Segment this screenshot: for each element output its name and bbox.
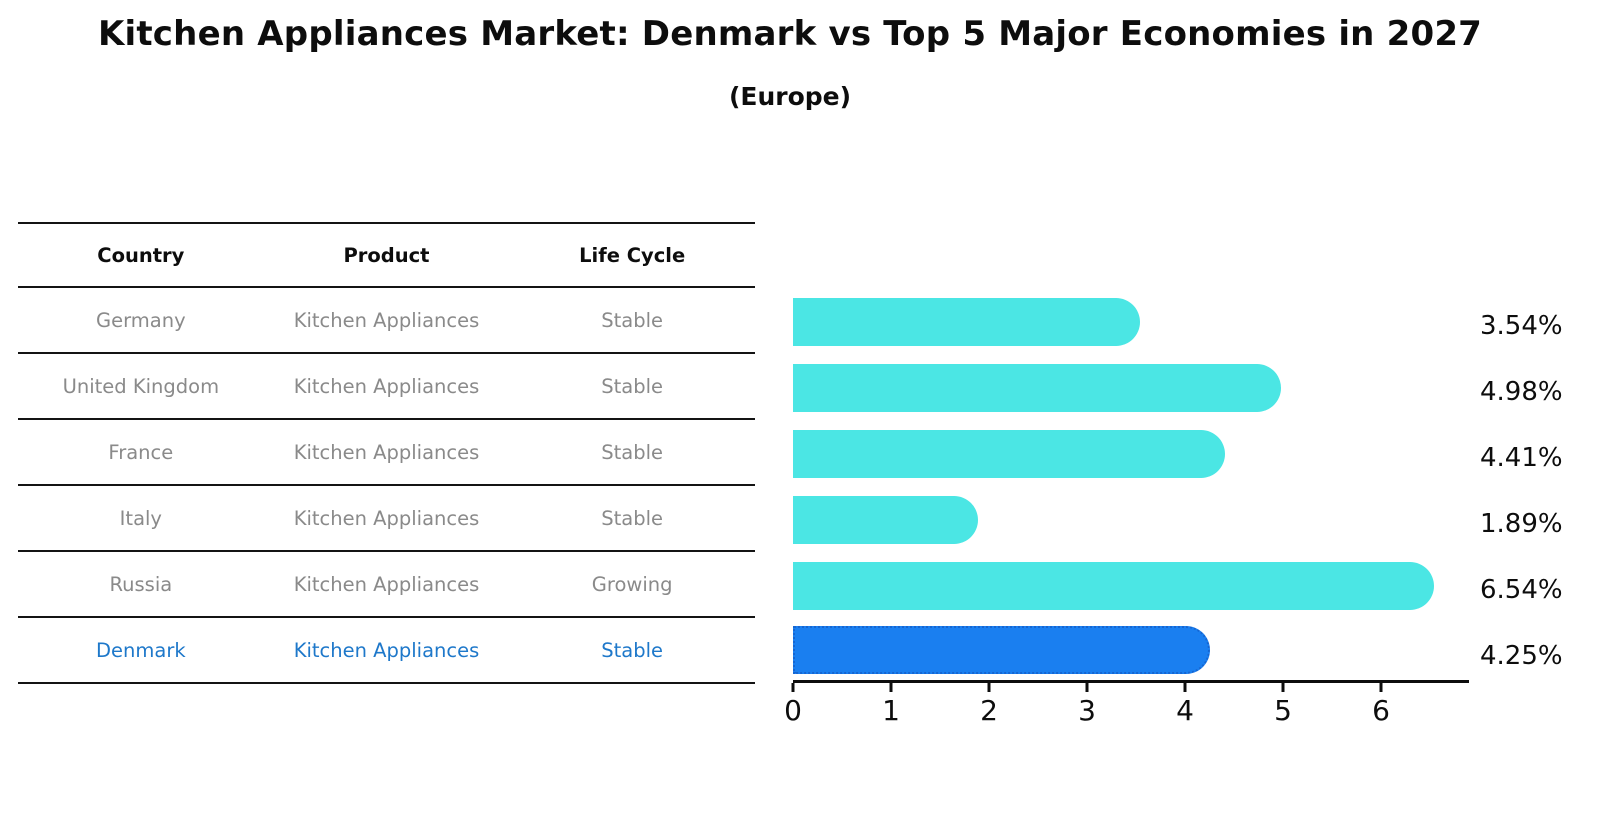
cell-country: Denmark [96,638,186,662]
cell-country: Russia [109,572,173,596]
country-table: Country Product Life Cycle Germany Kitche… [18,222,755,684]
cell-product: Kitchen Appliances [293,440,480,464]
cell-product: Kitchen Appliances [293,572,480,596]
cell-life-cycle: Stable [601,440,664,464]
x-tick-mark-0 [791,683,795,692]
bar-russia [793,562,1434,610]
cell-product: Kitchen Appliances [293,506,480,530]
table-row-russia: Russia Kitchen Appliances Growing [18,552,755,618]
x-tick-mark-4 [1183,683,1187,692]
table-row-france: France Kitchen Appliances Stable [18,420,755,486]
x-tick-label-2: 2 [980,694,998,727]
x-tick-label-4: 4 [1176,694,1194,727]
x-tick-mark-1 [889,683,893,692]
x-tick-mark-2 [987,683,991,692]
bar-denmark [793,625,1210,674]
cell-country: France [108,440,174,464]
cell-product: Kitchen Appliances [293,638,480,662]
table-row-denmark: Denmark Kitchen Appliances Stable [18,618,755,684]
x-tick-mark-6 [1379,683,1383,692]
chart-subtitle: (Europe) [728,82,852,111]
value-label-russia: 6.54% [1480,575,1563,605]
table-body: Germany Kitchen Appliances Stable United Ki… [18,288,755,684]
x-tick-mark-3 [1085,683,1089,692]
cell-life-cycle: Stable [601,638,664,662]
bar-united-kingdom [793,364,1282,412]
value-label-italy: 1.89% [1480,509,1563,539]
bar-germany [793,298,1140,346]
cell-life-cycle: Growing [591,572,673,596]
cell-country: Italy [119,506,162,530]
cell-product: Kitchen Appliances [293,374,480,398]
value-label-denmark: 4.25% [1480,641,1563,671]
chart-title: Kitchen Appliances Market: Denmark vs To… [97,14,1483,54]
x-tick-label-6: 6 [1372,694,1390,727]
cell-life-cycle: Stable [601,308,664,332]
x-tick-label-0: 0 [784,694,802,727]
column-header-life-cycle: Life Cycle [579,243,686,267]
x-tick-label-5: 5 [1274,694,1292,727]
cell-country: Germany [96,308,186,332]
x-tick-label-1: 1 [882,694,900,727]
column-header-country: Country [97,243,185,267]
x-tick-mark-5 [1281,683,1285,692]
cell-life-cycle: Stable [601,506,664,530]
value-label-germany: 3.54% [1480,311,1563,341]
table-row-italy: Italy Kitchen Appliances Stable [18,486,755,552]
cell-country: United Kingdom [62,374,220,398]
bar-italy [793,496,979,544]
cell-product: Kitchen Appliances [293,308,480,332]
value-label-france: 4.41% [1480,443,1563,473]
x-tick-label-3: 3 [1078,694,1096,727]
table-header-row: Country Product Life Cycle [18,222,755,288]
column-header-product: Product [343,243,430,267]
table-row-united-kingdom: United Kingdom Kitchen Appliances Stable [18,354,755,420]
value-label-united-kingdom: 4.98% [1480,377,1563,407]
cell-life-cycle: Stable [601,374,664,398]
bar-france [793,430,1226,478]
table-row-germany: Germany Kitchen Appliances Stable [18,288,755,354]
x-axis-line [793,680,1469,683]
